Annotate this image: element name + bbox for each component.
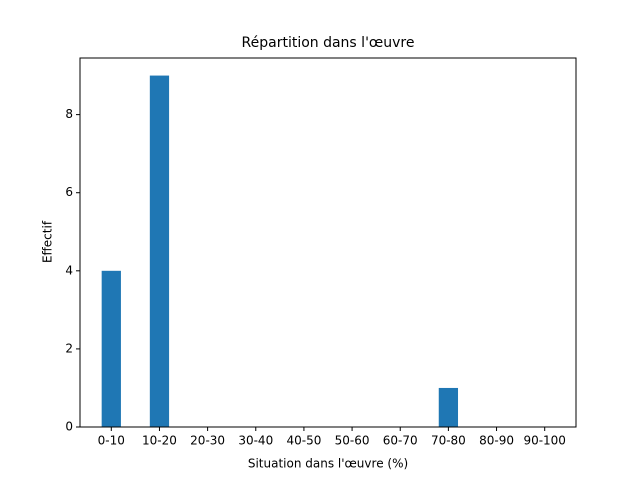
x-tick-label: 20-30	[190, 434, 225, 448]
bar	[438, 387, 459, 427]
x-axis-label: Situation dans l'œuvre (%)	[248, 457, 408, 471]
y-tick-label: 4	[65, 263, 73, 277]
bar	[101, 270, 121, 427]
x-tick-label: 30-40	[238, 434, 273, 448]
x-tick-label: 50-60	[335, 434, 370, 448]
x-tick-label: 80-90	[479, 434, 514, 448]
x-tick-label: 40-50	[286, 434, 321, 448]
plot-frame	[79, 57, 577, 428]
y-tick-label: 8	[65, 107, 73, 121]
x-tick-label: 10-20	[142, 434, 177, 448]
y-tick-label: 6	[65, 185, 73, 199]
x-tick-label: 90-100	[523, 434, 566, 448]
bar	[149, 75, 170, 428]
x-tick-label: 0-10	[98, 434, 125, 448]
chart-title: Répartition dans l'œuvre	[242, 35, 415, 51]
y-axis-label: Effectif	[41, 220, 55, 263]
x-tick-label: 70-80	[431, 434, 466, 448]
y-tick-label: 0	[65, 420, 73, 434]
y-tick-label: 2	[65, 341, 73, 355]
x-tick-label: 60-70	[383, 434, 418, 448]
